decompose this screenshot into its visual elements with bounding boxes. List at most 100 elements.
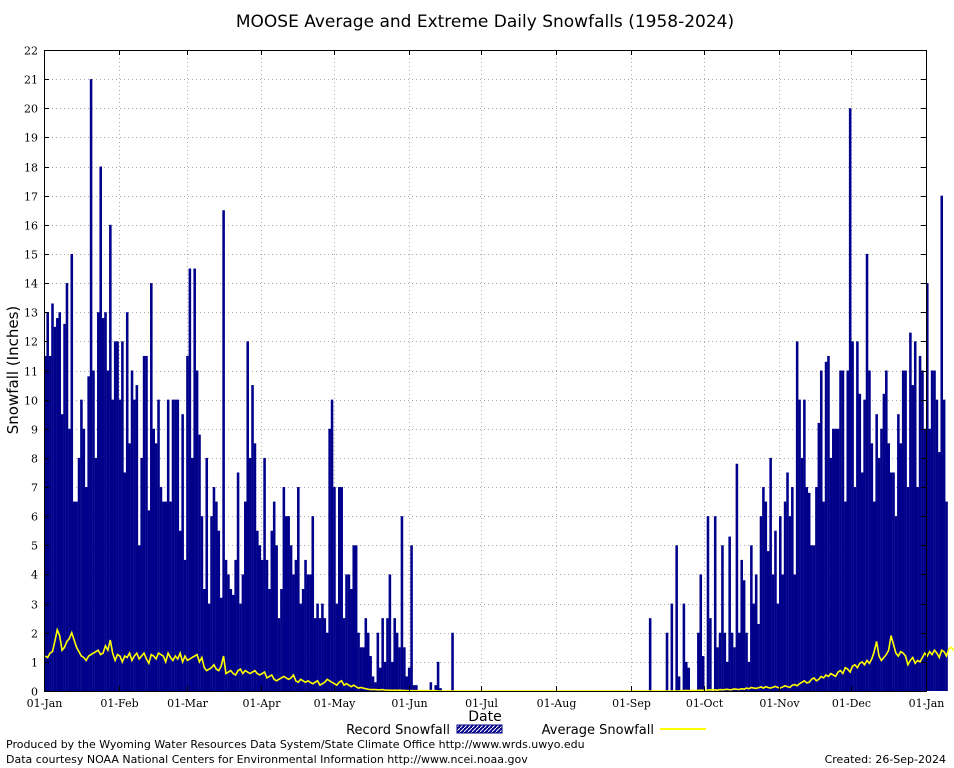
x-tick-label: 01-Jan — [27, 697, 63, 710]
x-tick-label: 01-Jan — [909, 697, 945, 710]
y-tick-label: 14 — [24, 278, 38, 291]
record-snowfall-bar — [46, 312, 49, 691]
record-snowfall-bar — [357, 632, 360, 691]
record-snowfall-bar — [933, 370, 936, 691]
y-tick-label: 11 — [24, 366, 38, 379]
record-snowfall-bar — [342, 618, 346, 691]
y-tick-label: 2 — [31, 628, 38, 641]
record-snowfall-bar — [229, 589, 233, 691]
record-snowfall-bar — [913, 341, 917, 691]
record-snowfall-bar — [675, 545, 678, 691]
record-snowfall-bar — [133, 399, 136, 691]
record-snowfall-bar — [272, 501, 276, 691]
record-snowfall-bar — [282, 487, 286, 691]
record-snowfall-bar — [140, 457, 143, 691]
y-tick-label: 21 — [24, 74, 38, 87]
y-tick-label: 15 — [24, 249, 38, 262]
record-snowfall-bar — [889, 472, 893, 691]
record-snowfall-bar — [200, 516, 204, 691]
record-snowfall-bar — [863, 399, 866, 691]
record-snowfall-bar — [203, 589, 206, 691]
record-snowfall-bar — [894, 516, 898, 691]
x-tick-label: 01-Mar — [167, 697, 209, 710]
record-snowfall-bar — [121, 341, 124, 691]
record-snowfall-bar — [812, 545, 816, 691]
record-snowfall-bar — [945, 501, 948, 691]
record-snowfall-bar — [916, 487, 919, 691]
record-snowfall-bar — [880, 428, 883, 691]
record-snowfall-bar — [164, 501, 168, 691]
record-snowfall-bar — [181, 414, 184, 691]
record-snowfall-bar — [130, 370, 134, 691]
record-snowfall-bar — [391, 661, 394, 691]
record-snowfall-bar — [275, 545, 278, 691]
record-snowfall-bar — [940, 195, 944, 691]
record-snowfall-bar — [359, 647, 363, 691]
record-snowfall-bar — [687, 667, 690, 691]
record-snowfall-bar — [297, 487, 300, 691]
record-snowfall-bar — [217, 530, 221, 691]
record-snowfall-bar — [154, 443, 158, 691]
record-snowfall-bar — [292, 574, 295, 691]
record-snowfall-bar — [212, 487, 216, 691]
record-snowfall-bar — [393, 618, 396, 691]
record-snowfall-bar — [244, 501, 247, 691]
y-tick-label: 16 — [24, 220, 38, 233]
y-tick-label: 4 — [31, 569, 38, 582]
record-snowfall-bar — [858, 393, 862, 691]
record-snowfall-bar — [928, 428, 931, 691]
record-snowfall-bar — [844, 501, 847, 691]
record-snowfall-bar — [354, 545, 358, 691]
record-snowfall-bar — [899, 443, 903, 691]
record-snowfall-bar — [783, 501, 787, 691]
record-snowfall-bar — [77, 457, 81, 691]
record-snowfall-bar — [123, 472, 127, 691]
record-snowfall-bar — [870, 443, 874, 691]
record-snowfall-bar — [407, 667, 411, 691]
record-snowfall-bar — [938, 452, 941, 691]
record-snowfall-bar — [56, 318, 59, 691]
record-snowfall-bar — [352, 545, 356, 691]
record-snowfall-bar — [188, 268, 192, 691]
record-snowfall-bar — [682, 603, 686, 691]
legend-swatch-record — [456, 724, 503, 734]
record-snowfall-bar — [771, 574, 775, 691]
record-snowfall-bar — [909, 332, 912, 691]
legend-label-average: Average Snowfall — [542, 723, 654, 738]
record-snowfall-bar — [728, 536, 731, 691]
record-snowfall-bar — [412, 685, 416, 691]
record-snowfall-bar — [383, 661, 387, 691]
x-tick-label: 01-May — [314, 697, 357, 710]
record-snowfall-bar — [178, 530, 182, 691]
chart-title: MOOSE Average and Extreme Daily Snowfall… — [236, 12, 734, 32]
record-snowfall-bar — [766, 551, 770, 691]
y-tick-label: 12 — [24, 336, 38, 349]
record-snowfall-bar — [405, 676, 409, 691]
record-snowfall-bar — [219, 597, 223, 691]
record-snowfall-bar — [84, 487, 88, 691]
record-snowfall-bar — [145, 355, 148, 691]
record-snowfall-bar — [942, 399, 946, 691]
record-snowfall-bar — [284, 516, 288, 691]
record-snowfall-bars — [44, 79, 948, 692]
record-snowfall-bar — [805, 487, 809, 691]
record-snowfall-bar — [718, 632, 722, 691]
record-snowfall-bar — [877, 457, 881, 691]
record-snowfall-bar — [309, 574, 312, 691]
record-snowfall-bar — [60, 414, 64, 691]
record-snowfall-bar — [366, 632, 370, 691]
record-snowfall-bar — [58, 312, 62, 691]
record-snowfall-bar — [330, 399, 334, 691]
record-snowfall-bar — [347, 574, 351, 691]
record-snowfall-bar — [137, 545, 141, 691]
y-tick-label: 10 — [24, 395, 38, 408]
x-axis-label: Date — [468, 709, 501, 725]
record-snowfall-bar — [65, 283, 69, 691]
record-snowfall-bar — [63, 323, 66, 691]
record-snowfall-bar — [892, 472, 895, 691]
record-snowfall-bar — [340, 487, 343, 691]
record-snowfall-bar — [97, 312, 100, 691]
record-snowfall-bar — [721, 545, 724, 691]
record-snowfall-bar — [786, 472, 789, 691]
y-tick-label: 19 — [24, 132, 38, 145]
